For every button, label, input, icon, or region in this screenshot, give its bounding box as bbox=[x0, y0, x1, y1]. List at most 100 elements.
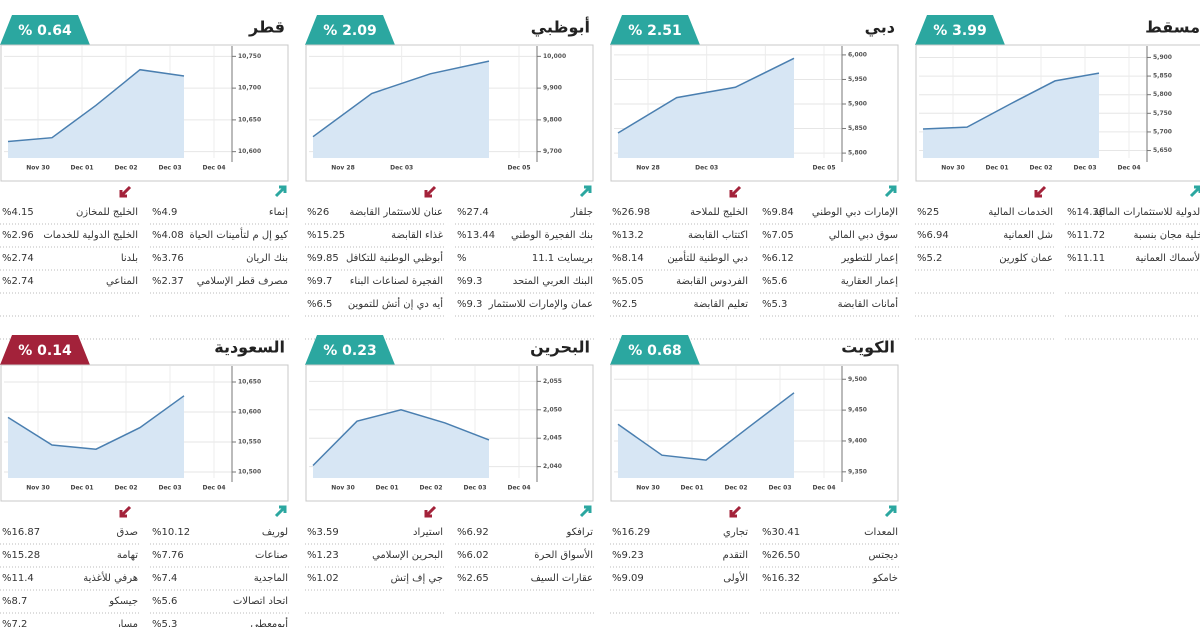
stock-change: %7.05 bbox=[762, 230, 794, 241]
stock-change: %7.2 bbox=[2, 619, 27, 627]
stock-name: عنان للاستثمار القابضة bbox=[349, 207, 443, 218]
stock-name: إعمار العقارية bbox=[841, 276, 899, 287]
stock-change: %6.94 bbox=[917, 230, 949, 241]
up-arrow bbox=[884, 185, 897, 198]
stock-change: %5.2 bbox=[917, 253, 942, 264]
stock-name: لوريف bbox=[262, 527, 288, 538]
stock-name: بريسايت 11.1 bbox=[532, 253, 593, 264]
stock-change: %30.41 bbox=[762, 527, 800, 538]
x-tick-label: Nov 30 bbox=[636, 485, 660, 492]
stock-name: جلفار bbox=[570, 207, 593, 218]
stock-change: %5.6 bbox=[152, 596, 177, 607]
y-tick-label: 5,800 bbox=[1153, 91, 1172, 98]
stock-name: إنماء bbox=[269, 207, 288, 218]
y-tick-label: 6,000 bbox=[848, 51, 867, 58]
stock-change: %2.74 bbox=[2, 253, 34, 264]
stock-name: الخليج للمخازن bbox=[76, 207, 138, 218]
y-tick-label: 10,000 bbox=[543, 53, 566, 60]
stock-name: الأولى bbox=[723, 571, 748, 584]
y-tick-label: 5,900 bbox=[1153, 54, 1172, 61]
stock-change: %15.25 bbox=[307, 230, 345, 241]
stock-change: %4.08 bbox=[152, 230, 184, 241]
x-tick-label: Dec 01 bbox=[70, 165, 93, 172]
stock-name: أبوظبي الوطنية للتكافل bbox=[346, 251, 443, 264]
stock-name: مسار bbox=[115, 619, 138, 627]
stock-change: %9.23 bbox=[612, 550, 644, 561]
x-tick-label: Dec 03 bbox=[158, 165, 181, 172]
stock-name: جيسكو bbox=[108, 596, 138, 607]
stock-name: الخليج الدولية للخدمات bbox=[43, 230, 138, 241]
stock-change: %1.02 bbox=[307, 573, 339, 584]
stock-change: %26.50 bbox=[762, 550, 800, 561]
stock-change: %26.98 bbox=[612, 207, 650, 218]
stock-name: بنك الفجيرة الوطني bbox=[511, 230, 593, 241]
stock-change: %2.74 bbox=[2, 276, 34, 287]
stock-name: تهامة bbox=[117, 550, 138, 561]
stock-change: %3.76 bbox=[152, 253, 184, 264]
stock-change: %2.5 bbox=[612, 299, 637, 310]
stock-change: %9.3 bbox=[457, 299, 482, 310]
stock-name: تجاري bbox=[723, 527, 748, 538]
stock-change: %5.3 bbox=[152, 619, 177, 627]
stock-name: الخليج للملاحة bbox=[690, 207, 748, 218]
x-tick-label: Dec 01 bbox=[375, 485, 398, 492]
stock-name: الإمارات دبي الوطني bbox=[812, 207, 898, 218]
stock-change: %2.96 bbox=[2, 230, 34, 241]
y-tick-label: 10,700 bbox=[238, 85, 261, 92]
stock-name: عمان كلورين bbox=[999, 253, 1053, 264]
stock-change: %14.36 bbox=[1067, 207, 1105, 218]
stock-change: %16.87 bbox=[2, 527, 40, 538]
stock-change: %5.3 bbox=[762, 299, 787, 310]
y-tick-label: 9,500 bbox=[848, 376, 867, 383]
stock-name: الأسماك العمانية bbox=[1135, 251, 1200, 264]
stock-change: %1.23 bbox=[307, 550, 339, 561]
x-tick-label: Dec 01 bbox=[70, 485, 93, 492]
badge-shape bbox=[610, 335, 700, 365]
stock-name: اكتتاب القابضة bbox=[688, 230, 748, 241]
stock-change: %16.32 bbox=[762, 573, 800, 584]
stock-change: %9.7 bbox=[307, 276, 332, 287]
x-tick-label: Dec 04 bbox=[202, 485, 225, 492]
down-arrow bbox=[729, 505, 742, 518]
stock-name: الدولية للاستثمارات المالية bbox=[1094, 207, 1200, 218]
y-tick-label: 9,800 bbox=[543, 116, 562, 123]
stock-name: أيه دي إن أتش للتموين bbox=[348, 297, 443, 310]
stock-change: %6.02 bbox=[457, 550, 489, 561]
stock-name: التقدم bbox=[723, 550, 748, 561]
y-tick-label: 10,750 bbox=[238, 53, 261, 60]
stock-name: سوق دبي المالي bbox=[829, 230, 898, 241]
panel-title: مسقط bbox=[1145, 18, 1200, 37]
stock-change: %26 bbox=[307, 207, 329, 218]
line bbox=[617, 57, 795, 134]
x-tick-label: Dec 03 bbox=[768, 485, 791, 492]
stock-name: بلدنا bbox=[121, 253, 138, 264]
stock-change: %10.12 bbox=[152, 527, 190, 538]
y-tick-label: 5,800 bbox=[848, 150, 867, 157]
stock-name: المناعي bbox=[106, 276, 138, 287]
y-tick-label: 10,650 bbox=[238, 116, 261, 123]
stock-name: الأسواق الحرة bbox=[534, 548, 593, 561]
x-tick-label: Dec 04 bbox=[202, 165, 225, 172]
area bbox=[923, 73, 1099, 158]
stock-name: جي إف إتش bbox=[391, 573, 443, 584]
x-tick-label: Dec 03 bbox=[390, 165, 413, 172]
down-arrow bbox=[119, 185, 132, 198]
stock-name: عقارات السيف bbox=[531, 573, 593, 584]
stock-name: الفجيرة لصناعات البناء bbox=[350, 276, 443, 287]
stock-name: غذاء القابضة bbox=[391, 230, 443, 241]
stock-name: بنك الريان bbox=[246, 253, 288, 264]
x-tick-label: Nov 30 bbox=[26, 485, 50, 492]
panel-title: البحرين bbox=[530, 338, 590, 357]
x-tick-label: Dec 05 bbox=[812, 165, 835, 172]
y-tick-label: 9,900 bbox=[543, 85, 562, 92]
stock-name: البحرين الإسلامي bbox=[372, 550, 443, 561]
y-tick-label: 10,500 bbox=[238, 469, 261, 476]
stock-name: الماجدية bbox=[254, 573, 288, 584]
up-arrow bbox=[884, 505, 897, 518]
area bbox=[313, 61, 489, 158]
stock-name: صدق bbox=[117, 527, 139, 538]
line bbox=[312, 60, 490, 138]
y-tick-label: 10,550 bbox=[238, 439, 261, 446]
stock-change: %6.92 bbox=[457, 527, 489, 538]
x-tick-label: Dec 02 bbox=[1029, 165, 1052, 172]
